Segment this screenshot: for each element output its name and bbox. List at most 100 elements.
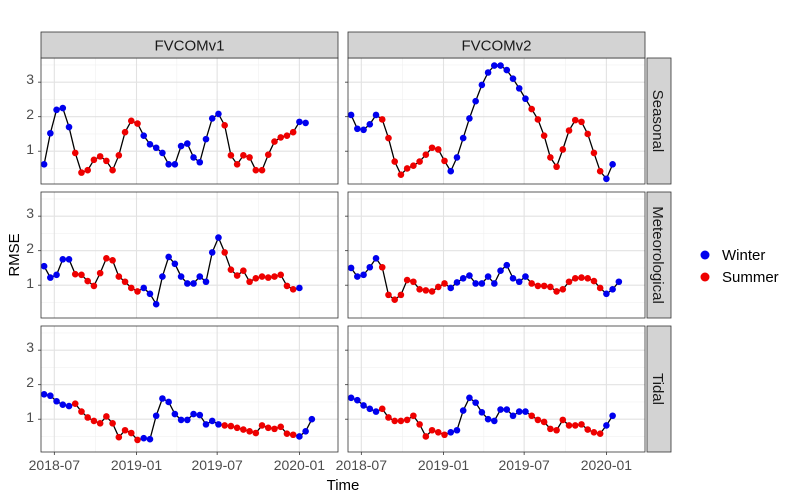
y-tick-label: 1 <box>26 141 34 157</box>
data-point-summer <box>547 284 554 291</box>
data-point-summer <box>103 255 110 262</box>
data-point-winter <box>302 428 309 435</box>
data-point-winter <box>140 435 147 442</box>
data-point-winter <box>47 130 54 137</box>
strip-row-label: Seasonal <box>649 90 666 153</box>
data-point-summer <box>416 158 423 165</box>
data-point-summer <box>416 286 423 293</box>
panel-fvcomv1-meteorological <box>38 192 338 318</box>
data-point-summer <box>566 127 573 134</box>
data-point-summer <box>78 408 85 415</box>
data-point-summer <box>271 273 278 280</box>
data-point-winter <box>360 402 367 409</box>
data-point-winter <box>190 280 197 287</box>
data-point-summer <box>578 119 585 126</box>
y-tick-labels: 1 2 3 1 2 3 1 2 3 <box>26 71 34 425</box>
data-point-winter <box>209 249 216 256</box>
data-point-winter <box>522 273 529 280</box>
x-tick-labels: 2018-07 2019-01 2019-07 2020-01 2018-07 2019-… <box>29 457 633 473</box>
data-point-winter <box>354 273 361 280</box>
x-tick-label: 2019-07 <box>191 457 243 473</box>
data-point-summer <box>234 272 241 279</box>
data-point-summer <box>429 288 436 295</box>
data-point-winter <box>147 436 154 443</box>
data-point-winter <box>354 397 361 404</box>
data-point-winter <box>147 141 154 148</box>
panel-background <box>41 58 338 184</box>
data-point-summer <box>553 427 560 434</box>
data-point-winter <box>360 272 367 279</box>
data-point-summer <box>134 288 141 295</box>
data-point-winter <box>447 429 454 436</box>
data-point-summer <box>591 278 598 285</box>
x-tick-label: 2018-07 <box>29 457 81 473</box>
data-point-winter <box>510 412 517 419</box>
data-point-summer <box>591 429 598 436</box>
data-point-winter <box>184 140 191 147</box>
data-point-summer <box>228 266 235 273</box>
data-point-summer <box>435 429 442 436</box>
data-point-summer <box>391 158 398 165</box>
data-point-summer <box>379 116 386 123</box>
data-point-summer <box>404 277 411 284</box>
data-point-winter <box>147 291 154 298</box>
data-point-winter <box>466 272 473 279</box>
data-point-winter <box>215 234 222 241</box>
data-point-summer <box>441 431 448 438</box>
data-point-summer <box>228 423 235 430</box>
panel-background <box>41 192 338 318</box>
legend-label-summer: Summer <box>722 269 779 286</box>
data-point-winter <box>491 62 498 69</box>
data-point-winter <box>472 399 479 406</box>
data-point-summer <box>597 430 604 437</box>
data-point-summer <box>572 275 579 282</box>
data-point-summer <box>391 418 398 425</box>
data-point-winter <box>466 115 473 122</box>
data-point-summer <box>128 430 135 437</box>
data-point-winter <box>472 280 479 287</box>
data-point-summer <box>221 249 228 256</box>
data-point-winter <box>373 408 380 415</box>
data-point-summer <box>547 426 554 433</box>
data-point-winter <box>348 395 355 402</box>
data-point-summer <box>84 414 91 421</box>
data-point-winter <box>41 391 48 398</box>
legend-key-summer <box>701 273 710 282</box>
strip-col-fvcomv2: FVCOMv2 <box>348 32 645 58</box>
data-point-winter <box>454 279 461 286</box>
data-point-summer <box>72 400 79 407</box>
data-point-winter <box>140 285 147 292</box>
data-point-winter <box>153 144 160 151</box>
data-point-summer <box>290 129 297 136</box>
data-point-winter <box>466 395 473 402</box>
data-point-winter <box>196 273 203 280</box>
data-point-summer <box>410 162 417 169</box>
data-point-summer <box>84 167 91 174</box>
x-tick-label: 2020-01 <box>581 457 633 473</box>
data-point-summer <box>109 420 116 427</box>
data-point-summer <box>572 422 579 429</box>
data-point-winter <box>503 262 510 269</box>
data-point-summer <box>528 106 535 113</box>
data-point-winter <box>516 278 523 285</box>
data-point-winter <box>159 150 166 157</box>
data-point-summer <box>84 278 91 285</box>
data-point-winter <box>609 286 616 293</box>
data-point-summer <box>246 428 253 435</box>
data-point-summer <box>391 296 398 303</box>
data-point-summer <box>128 285 135 292</box>
data-point-summer <box>416 421 423 428</box>
legend-key-winter <box>701 251 710 260</box>
data-point-winter <box>485 273 492 280</box>
data-point-winter <box>454 427 461 434</box>
data-point-summer <box>259 167 266 174</box>
panel-fvcomv2-seasonal <box>345 58 645 184</box>
data-point-summer <box>91 157 98 164</box>
data-point-winter <box>178 417 185 424</box>
y-tick-label: 1 <box>26 275 34 291</box>
data-point-summer <box>265 425 272 432</box>
data-point-winter <box>190 411 197 418</box>
data-point-summer <box>290 286 297 293</box>
data-point-summer <box>271 138 278 145</box>
